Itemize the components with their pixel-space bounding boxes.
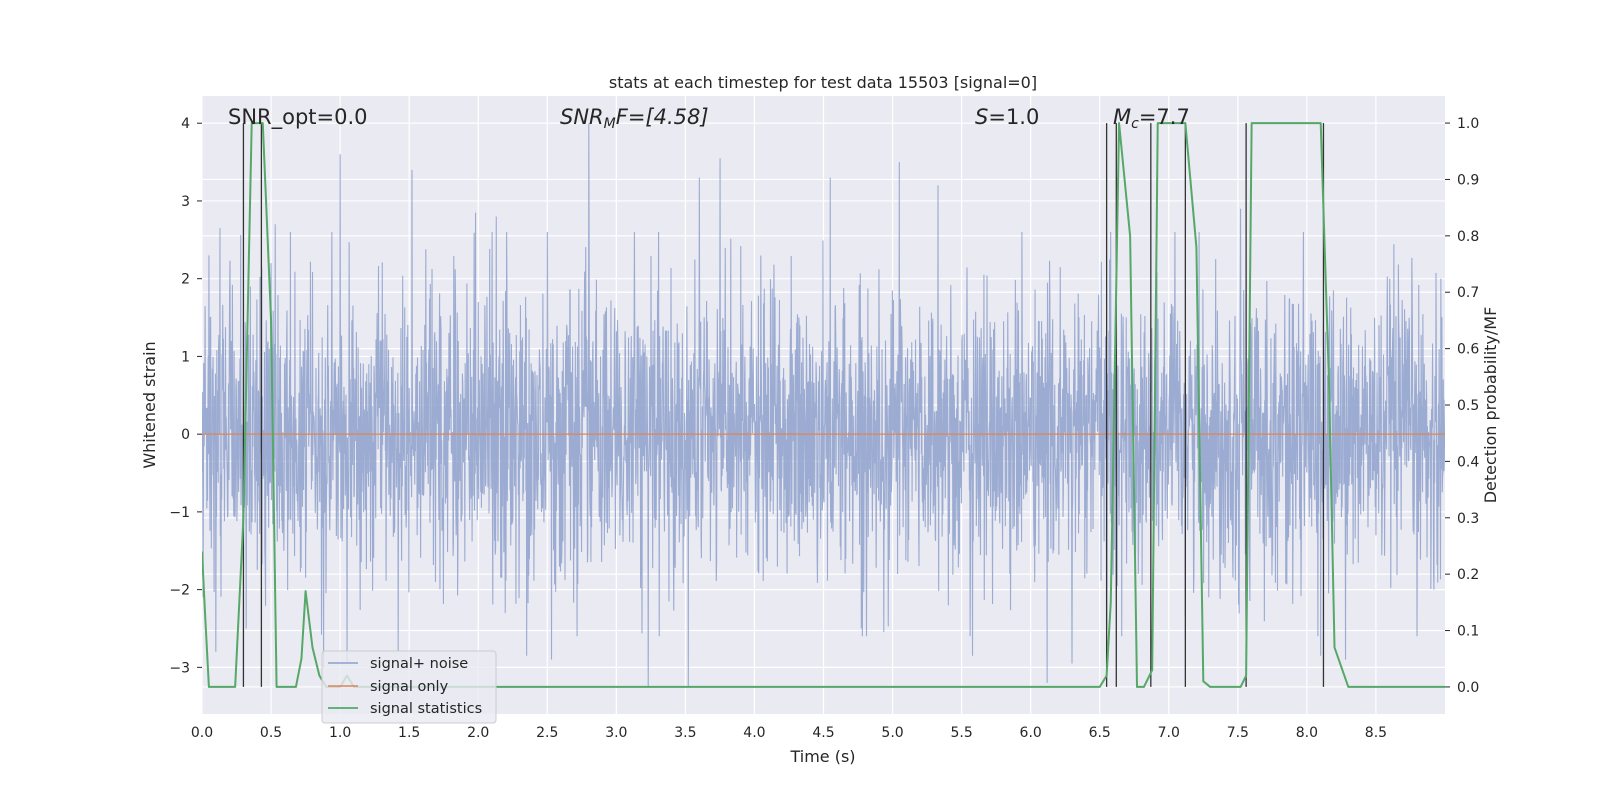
x-axis: 0.0 0.5 1.0 1.5 2.0 2.5 3.0 3.5 4.0 4.5 5.0 5.5 6.0 6… [191, 725, 1387, 741]
annotation-s-main: S [975, 105, 988, 129]
annotation-s: S=1.0 [975, 105, 1039, 129]
x-tick-label: 7.5 [1227, 725, 1249, 741]
x-tick-label: 4.0 [743, 725, 765, 741]
chart-title: stats at each timestep for test data 155… [609, 73, 1037, 92]
x-tick-label: 4.5 [812, 725, 834, 741]
y2-tick-label: 0.3 [1457, 511, 1479, 527]
x-tick-label: 0.5 [260, 725, 282, 741]
y-axis-left: −3 −2 −1 0 1 2 3 4 [169, 116, 202, 676]
y2-tick-label: 0.4 [1457, 454, 1479, 470]
annotation-mc: Mc=7.7 [1113, 105, 1190, 132]
annotation-snr-mf-sub: M [604, 116, 616, 132]
y-tick-label: 2 [181, 272, 190, 288]
x-tick-label: 3.5 [674, 725, 696, 741]
x-tick-label: 2.0 [467, 725, 489, 741]
x-tick-label: 5.5 [950, 725, 972, 741]
y-tick-label: −3 [169, 660, 190, 676]
y-axis-right: 0.0 0.1 0.2 0.3 0.4 0.5 0.6 0.7 0.8 0.9 1.0 [1445, 116, 1479, 696]
y-axis-label: Whitened strain [140, 341, 159, 468]
y2-tick-label: 0.7 [1457, 285, 1479, 301]
y-tick-label: 0 [181, 427, 190, 443]
legend-label-signal-only: signal only [370, 679, 449, 695]
y-tick-label: 3 [181, 194, 190, 210]
x-tick-label: 1.5 [398, 725, 420, 741]
x-tick-label: 8.5 [1365, 725, 1387, 741]
x-tick-label: 1.0 [329, 725, 351, 741]
x-tick-label: 0.0 [191, 725, 213, 741]
annotation-snr-mf: SNRMF=[4.58] [560, 105, 709, 132]
x-tick-label: 6.0 [1020, 725, 1042, 741]
x-tick-label: 6.5 [1089, 725, 1111, 741]
series-layer [202, 122, 1445, 688]
x-tick-label: 3.0 [605, 725, 627, 741]
series-signal-statistics [202, 122, 1445, 688]
y2-tick-label: 0.8 [1457, 229, 1479, 245]
y2-axis-label: Detection probability/MF [1481, 307, 1500, 504]
y2-tick-label: 0.0 [1457, 680, 1479, 696]
y-tick-label: −2 [169, 583, 190, 599]
annotation-mc-main: M [1113, 105, 1131, 129]
y-tick-label: 1 [181, 349, 190, 365]
legend-label-signal-noise: signal+ noise [370, 656, 468, 672]
annotation-snr-mf-main: SNR [560, 105, 604, 129]
legend: signal+ noise signal only signal statist… [321, 650, 497, 724]
annotation-mc-sub: c [1131, 116, 1139, 132]
x-tick-label: 7.0 [1158, 725, 1180, 741]
y2-tick-label: 0.2 [1457, 567, 1479, 583]
annotation-mc-rest: =7.7 [1139, 105, 1190, 129]
y2-tick-label: 1.0 [1457, 116, 1479, 132]
y-tick-label: 4 [181, 116, 190, 132]
x-axis-label: Time (s) [789, 747, 855, 766]
legend-box [321, 650, 497, 724]
y2-tick-label: 0.1 [1457, 624, 1479, 640]
series-signal-noise [202, 123, 1445, 687]
x-tick-label: 5.0 [881, 725, 903, 741]
y-tick-label: −1 [169, 505, 190, 521]
x-tick-label: 2.5 [536, 725, 558, 741]
annotation-snr-mf-rest: F=[4.58] [616, 105, 709, 129]
x-tick-label: 8.0 [1296, 725, 1318, 741]
y2-tick-label: 0.5 [1457, 398, 1479, 414]
y2-tick-label: 0.9 [1457, 172, 1479, 188]
y2-tick-label: 0.6 [1457, 342, 1479, 358]
annotation-snr-opt: SNR_opt=0.0 [228, 105, 368, 130]
annotation-s-rest: =1.0 [988, 105, 1039, 129]
legend-label-signal-statistics: signal statistics [370, 701, 482, 717]
